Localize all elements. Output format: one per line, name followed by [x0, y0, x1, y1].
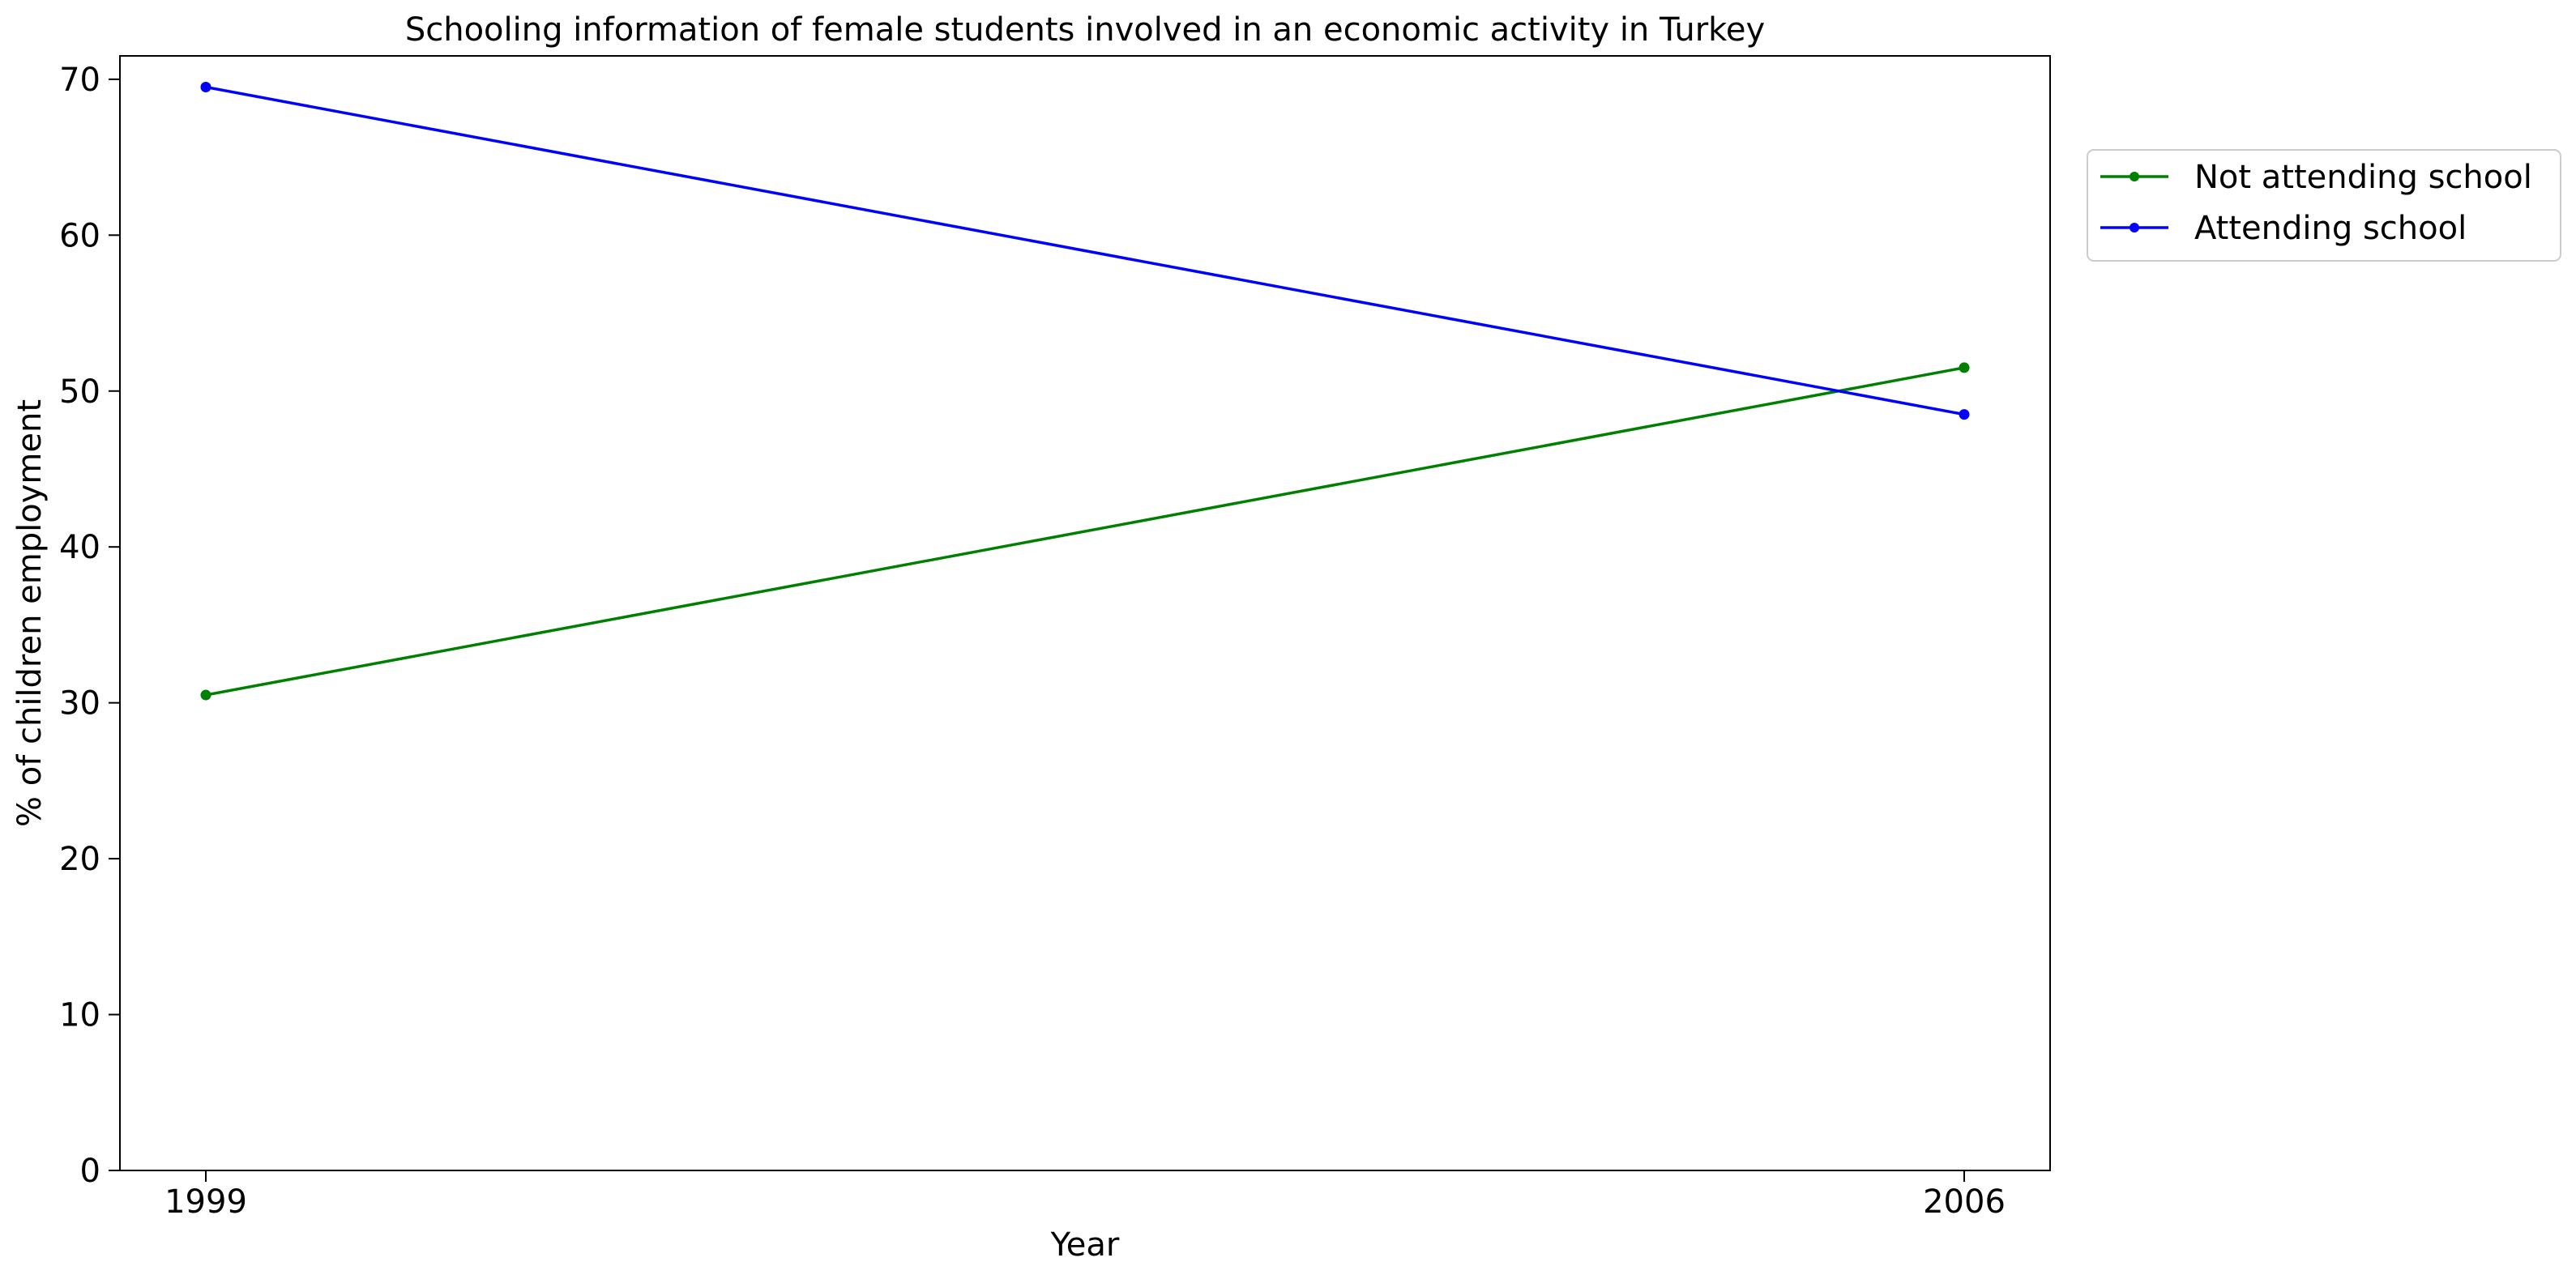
y-tick-label: 0: [80, 1153, 100, 1190]
data-point: [200, 689, 211, 701]
y-axis-ticks: 0 10 20 30 40 50 60 70: [59, 62, 120, 1190]
x-tick-label: 2006: [1923, 1183, 2006, 1221]
data-point: [1959, 409, 1970, 420]
legend: Not attending school Attending school: [2087, 149, 2561, 262]
y-tick-label: 50: [59, 373, 100, 411]
plot-area: [119, 55, 2051, 1171]
y-tick-label: 30: [59, 685, 100, 723]
x-axis-label: Year: [1050, 1226, 1120, 1264]
data-point: [200, 81, 211, 92]
series-line-2: [204, 85, 1966, 416]
x-tick-label: 1999: [164, 1183, 247, 1221]
legend-marker: [2130, 172, 2139, 181]
legend-label: Not attending school: [2194, 159, 2532, 196]
y-tick-label: 10: [59, 997, 100, 1034]
legend-entries: Not attending school Attending school: [2100, 159, 2532, 247]
series-line-1: [204, 366, 1966, 697]
y-tick-label: 70: [59, 62, 100, 99]
y-axis-label: % of children employment: [11, 399, 49, 827]
y-tick-label: 40: [59, 529, 100, 566]
series-layer: [200, 81, 1970, 701]
legend-marker: [2130, 223, 2139, 232]
legend-label: Attending school: [2194, 210, 2467, 247]
legend-frame: [2087, 149, 2561, 262]
y-tick-label: 60: [59, 217, 100, 254]
y-tick-label: 20: [59, 841, 100, 878]
x-axis-ticks: 1999 2006: [164, 1170, 2006, 1221]
data-point: [1959, 362, 1970, 373]
chart-title: Schooling information of female students…: [405, 11, 1765, 49]
